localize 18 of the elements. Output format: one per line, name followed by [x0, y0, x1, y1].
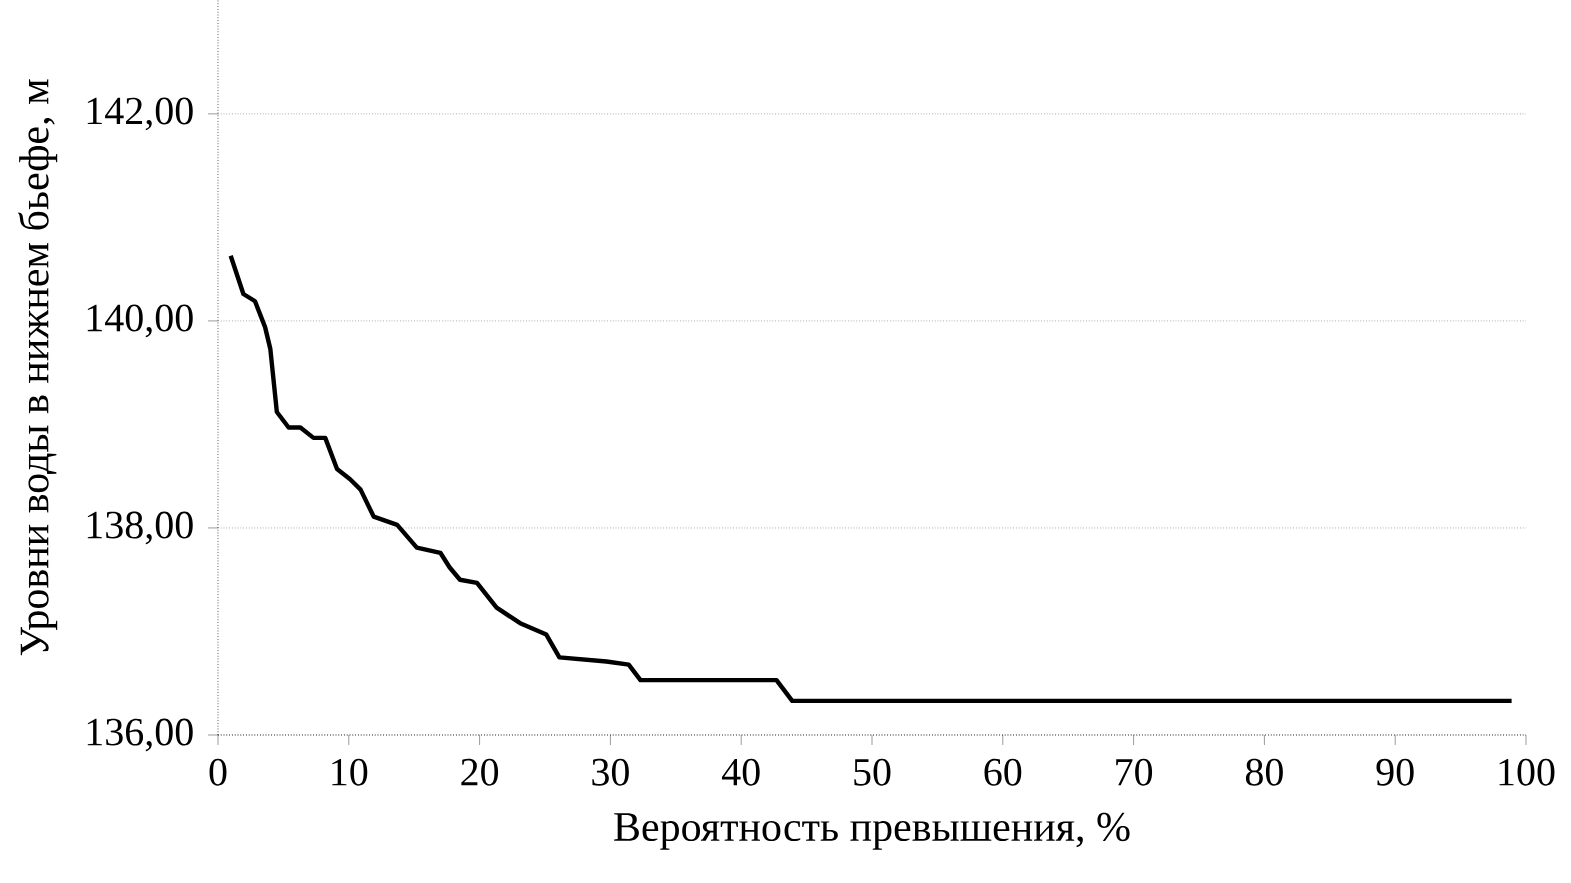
y-tick-label: 138,00: [87, 511, 193, 545]
x-tick-label: 0: [209, 758, 227, 786]
y-tick-label: 140,00: [87, 304, 193, 338]
y-axis-title: Уровни воды в нижнем бьефе, м: [18, 79, 58, 656]
x-tick-label: 70: [1116, 758, 1153, 786]
x-tick-label: 40: [721, 758, 760, 786]
y-tick-label: 142,00: [87, 97, 193, 131]
x-tick-label: 20: [461, 758, 499, 786]
x-tick-label: 10: [332, 758, 368, 786]
line-series: [228, 253, 1514, 704]
x-tick-label: 50: [854, 758, 891, 786]
x-axis-title: Вероятность превышения, %: [614, 812, 1130, 850]
x-tick-label: 80: [1245, 758, 1283, 786]
y-tick-label: 136,00: [87, 718, 193, 752]
x-tick-label: 30: [592, 758, 629, 786]
x-tick-label: 100: [1499, 758, 1555, 786]
x-tick-label: 60: [984, 758, 1022, 786]
x-tick-label: 90: [1376, 758, 1414, 786]
